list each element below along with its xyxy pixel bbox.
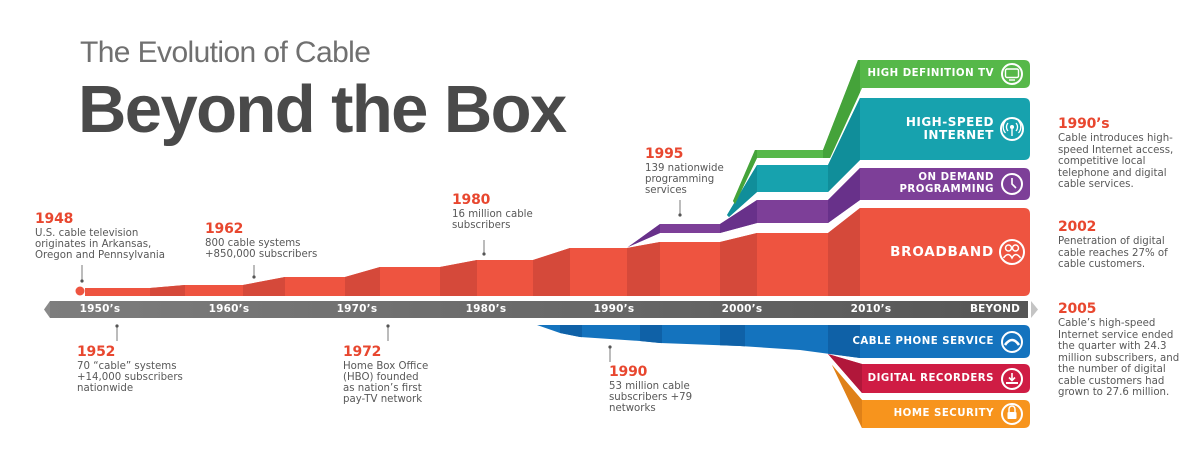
event-1952: 1952 70 “cable” systems +14,000 subscrib… — [77, 344, 183, 394]
event-1972: 1972 Home Box Office (HBO) founded as na… — [343, 344, 428, 405]
event-1980: 1980 16 million cable subscribers — [452, 192, 533, 231]
wireless-signal-icon — [1000, 117, 1024, 141]
event-year: 1952 — [77, 344, 116, 360]
note-year: 2005 — [1058, 301, 1097, 317]
event-1948: 1948 U.S. cable television originates in… — [35, 211, 165, 261]
event-1995: 1995 139 nationwide programming services — [645, 146, 724, 196]
phone-icon — [1001, 331, 1023, 353]
decade-label-1980s: 1980’s — [465, 303, 507, 315]
event-connectors — [80, 200, 682, 362]
event-year: 1995 — [645, 146, 684, 162]
event-description: 139 nationwide programming services — [645, 163, 724, 196]
event-1962: 1962 800 cable systems +850,000 subscrib… — [205, 221, 317, 260]
event-description: Home Box Office (HBO) founded as nation’… — [343, 361, 429, 405]
event-description: 16 million cable subscribers — [452, 209, 533, 231]
service-label-recorders: DIGITAL RECORDERS — [867, 372, 994, 384]
note-year: 2002 — [1058, 219, 1097, 235]
note-description: Penetration of digital cable reaches 27%… — [1058, 236, 1168, 270]
decade-label-beyond: BEYOND — [969, 303, 1021, 315]
decade-label-1970s: 1970’s — [336, 303, 378, 315]
event-description: 53 million cable subscribers +79 network… — [609, 381, 693, 414]
event-description: 800 cable systems +850,000 subscribers — [205, 238, 318, 260]
timeline-bar — [44, 301, 1038, 318]
decade-label-2000s: 2000’s — [721, 303, 763, 315]
event-year: 1962 — [205, 221, 244, 237]
decade-label-1990s: 1990’s — [593, 303, 635, 315]
side-note-1990s: 1990’s Cable introduces high- speed Inte… — [1058, 116, 1173, 191]
note-year: 1990’s — [1058, 116, 1110, 132]
service-label-hdtv: HIGH DEFINITION TV — [867, 68, 994, 79]
service-label-broadband: BROADBAND — [890, 244, 994, 260]
service-label-phone: CABLE PHONE SERVICE — [852, 335, 994, 347]
timeline-start-dot — [75, 286, 85, 296]
decade-label-1960s: 1960’s — [208, 303, 250, 315]
lock-icon — [1001, 403, 1023, 425]
decade-label-1950s: 1950’s — [79, 303, 121, 315]
side-note-2005: 2005 Cable’s high-speed Internet service… — [1058, 301, 1179, 399]
infographic-title: Beyond the Box — [78, 72, 567, 147]
event-1990: 1990 53 million cable subscribers +79 ne… — [609, 364, 692, 414]
service-label-security: HOME SECURITY — [893, 408, 994, 419]
timeline-left-arrow-icon — [44, 301, 50, 318]
download-icon — [1001, 368, 1023, 390]
note-description: Cable’s high-speed Internet service ende… — [1058, 318, 1180, 398]
event-year: 1972 — [343, 344, 382, 360]
side-note-2002: 2002 Penetration of digital cable reache… — [1058, 219, 1168, 271]
event-description: 70 “cable” systems +14,000 subscribers n… — [77, 361, 183, 394]
event-year: 1980 — [452, 192, 491, 208]
decade-label-2010s: 2010’s — [850, 303, 892, 315]
people-icon — [999, 239, 1025, 265]
service-label-internet: HIGH-SPEED INTERNET — [905, 115, 994, 142]
infographic-subtitle: The Evolution of Cable — [80, 36, 371, 69]
note-description: Cable introduces high- speed Internet ac… — [1058, 133, 1174, 190]
event-description: U.S. cable television originates in Arka… — [35, 228, 165, 261]
hd-tv-icon — [1001, 63, 1023, 85]
event-year: 1990 — [609, 364, 648, 380]
timeline-right-arrow-icon — [1031, 301, 1038, 318]
service-label-on-demand: ON DEMAND PROGRAMMING — [899, 172, 994, 195]
event-year: 1948 — [35, 211, 74, 227]
clock-icon — [1001, 173, 1023, 195]
